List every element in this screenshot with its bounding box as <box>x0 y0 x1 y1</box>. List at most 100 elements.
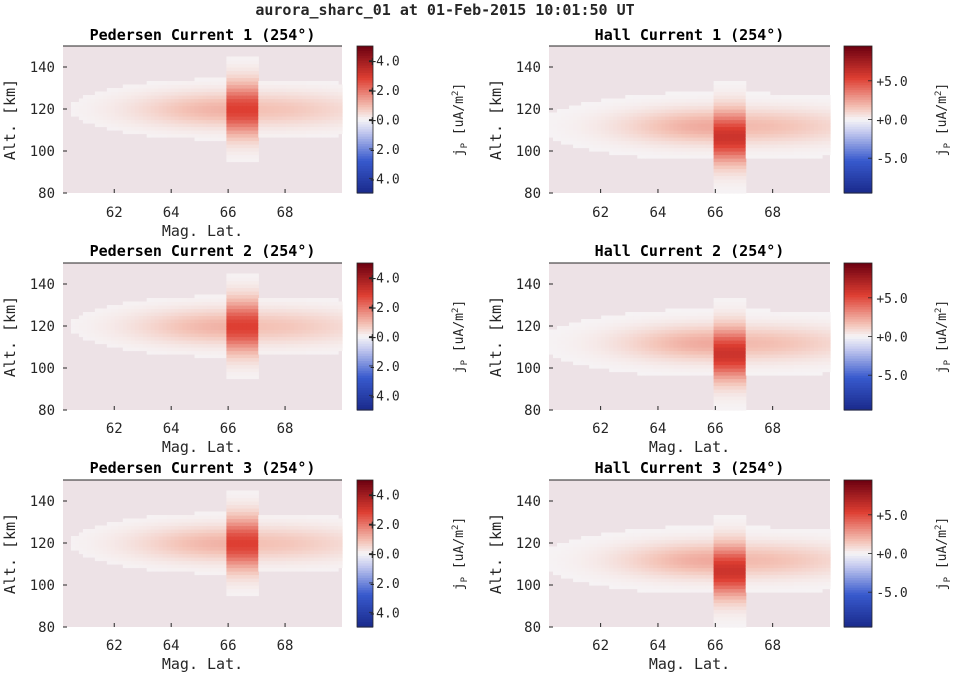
heatmap-cell <box>138 116 144 121</box>
heatmap-cell <box>725 119 731 124</box>
heatmap-cell <box>645 130 650 135</box>
colorbar-segment <box>357 97 373 101</box>
heatmap-cell <box>681 112 687 117</box>
heatmap-cell <box>677 336 683 341</box>
heatmap-cell <box>785 126 791 131</box>
heatmap-cell <box>186 126 192 131</box>
heatmap-cell <box>230 308 235 313</box>
heatmap-cell <box>737 133 743 138</box>
heatmap-cell <box>701 329 707 334</box>
heatmap-cell <box>150 133 156 138</box>
heatmap-cell <box>805 357 811 362</box>
heatmap-cell <box>290 81 295 86</box>
heatmap-cell <box>202 301 208 306</box>
heatmap-cell <box>246 333 251 338</box>
heatmap-cell <box>294 350 299 355</box>
heatmap-cell <box>310 301 315 306</box>
colorbar-segment <box>844 129 872 133</box>
colorbar-segment <box>357 46 373 50</box>
colorbar-segment <box>357 307 373 311</box>
heatmap-cell <box>597 361 602 366</box>
heatmap-cell <box>274 119 279 124</box>
heatmap-cell <box>206 105 212 110</box>
heatmap-cell <box>621 98 626 103</box>
heatmap-cell <box>757 123 763 128</box>
heatmap-cell <box>106 102 112 107</box>
heatmap-cell <box>721 403 727 408</box>
heatmap-cell <box>817 112 823 117</box>
heatmap-cell <box>270 343 275 348</box>
heatmap-cell <box>793 333 799 338</box>
heatmap-cell <box>110 119 116 124</box>
colorbar-segment <box>357 292 373 296</box>
heatmap-cell <box>226 84 231 89</box>
heatmap-cell <box>797 151 803 156</box>
heatmap-cell <box>318 326 323 331</box>
heatmap-cell <box>166 340 172 345</box>
heatmap-cell <box>178 350 184 355</box>
heatmap-cell <box>593 147 598 152</box>
heatmap-cell <box>174 105 180 110</box>
heatmap-cell <box>258 347 263 352</box>
heatmap-cell <box>713 137 719 142</box>
heatmap-cell <box>146 336 152 341</box>
heatmap-cell <box>106 109 112 114</box>
heatmap-cell <box>737 123 743 128</box>
heatmap-cell <box>302 130 307 135</box>
heatmap-cell <box>677 151 683 156</box>
heatmap-cell <box>98 116 104 121</box>
heatmap-cell <box>330 102 335 107</box>
heatmap-cell <box>226 91 231 96</box>
heatmap-cell <box>202 340 208 345</box>
heatmap-cell <box>134 109 140 114</box>
heatmap-cell <box>206 77 212 82</box>
heatmap-cell <box>685 126 691 131</box>
heatmap-cell <box>302 81 307 86</box>
heatmap-cell <box>182 336 188 341</box>
heatmap-cell <box>306 91 311 96</box>
heatmap-cell <box>218 112 224 117</box>
heatmap-cell <box>238 133 243 138</box>
heatmap-cell <box>162 301 168 306</box>
heatmap-cell <box>190 350 196 355</box>
heatmap-cell <box>553 340 558 345</box>
heatmap-cell <box>250 350 255 355</box>
heatmap-cell <box>278 126 283 131</box>
heatmap-cell <box>330 81 335 86</box>
heatmap-cell <box>741 91 747 96</box>
heatmap-cell <box>246 123 251 128</box>
heatmap-cell <box>230 91 235 96</box>
heatmap-cell <box>697 333 703 338</box>
colorbar-segment <box>357 141 373 145</box>
heatmap-cell <box>162 336 168 341</box>
heatmap-cell <box>701 91 707 96</box>
heatmap-cell <box>701 308 707 313</box>
heatmap-cell <box>681 319 687 324</box>
heatmap-cell <box>238 70 243 75</box>
heatmap-cell <box>126 95 132 100</box>
heatmap-cell <box>745 147 751 152</box>
heatmap-cell <box>230 347 235 352</box>
heatmap-cell <box>785 333 791 338</box>
heatmap-cell <box>693 119 699 124</box>
heatmap-cell <box>773 336 779 341</box>
heatmap-cell <box>170 326 176 331</box>
panel-title: Hall Current 1 (254°) <box>595 26 785 44</box>
heatmap-cell <box>126 116 132 121</box>
heatmap-cell <box>653 326 658 331</box>
heatmap-cell <box>242 322 247 327</box>
heatmap-cell <box>581 119 586 124</box>
heatmap-cell <box>553 116 558 121</box>
heatmap-cell <box>226 105 231 110</box>
heatmap-cell <box>657 123 662 128</box>
heatmap-cell <box>186 343 192 348</box>
colorbar-segment <box>357 275 373 279</box>
heatmap-cell <box>741 329 747 334</box>
heatmap-cell <box>230 140 235 145</box>
heatmap-cell <box>713 109 719 114</box>
heatmap-cell <box>725 396 731 401</box>
heatmap-cell <box>725 312 731 317</box>
colorbar-segment <box>357 87 373 91</box>
heatmap-cell <box>174 119 180 124</box>
heatmap-cell <box>170 315 176 320</box>
